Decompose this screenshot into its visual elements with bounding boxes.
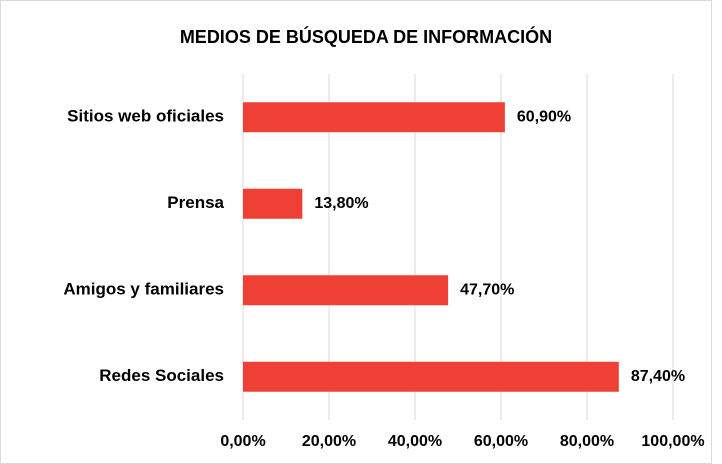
data-label: 60,90% (517, 108, 571, 125)
chart-title: MEDIOS DE BÚSQUEDA DE INFORMACIÓN (180, 26, 552, 47)
y-tick-label: Prensa (167, 193, 224, 212)
y-tick-label: Amigos y familiares (63, 280, 224, 299)
x-tick-label: 100,00% (641, 433, 704, 450)
bar (243, 361, 619, 392)
data-label: 47,70% (460, 281, 514, 298)
data-label: 13,80% (314, 195, 368, 212)
x-tick-label: 60,00% (474, 433, 528, 450)
bar (243, 275, 449, 306)
bar (243, 102, 505, 133)
data-label: 87,40% (631, 368, 685, 385)
y-tick-label: Sitios web oficiales (67, 107, 224, 126)
x-tick-label: 0,00% (220, 433, 265, 450)
x-tick-label: 40,00% (388, 433, 442, 450)
bar (243, 188, 303, 219)
x-tick-label: 20,00% (302, 433, 356, 450)
x-tick-label: 80,00% (560, 433, 614, 450)
y-tick-label: Redes Sociales (99, 366, 224, 385)
